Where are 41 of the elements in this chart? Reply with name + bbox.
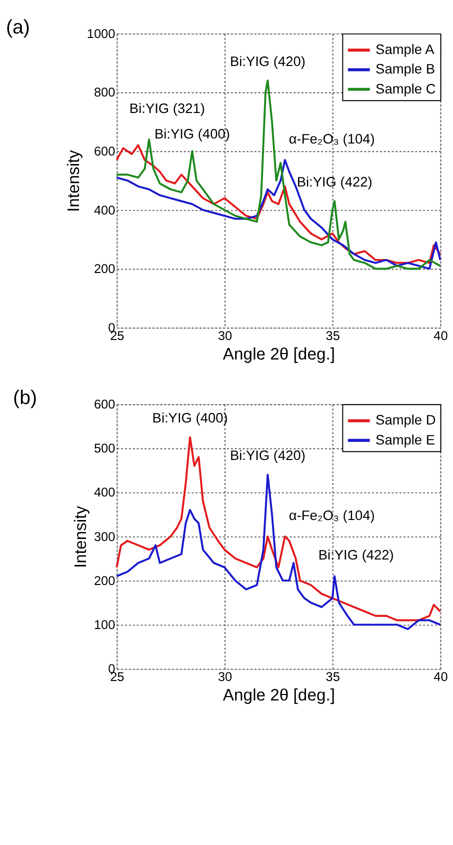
- y-tick-label: 800: [94, 84, 116, 100]
- annotation: Bi:YIG (400): [154, 126, 230, 142]
- x-tick-label: 35: [326, 669, 340, 684]
- chart-title: (b): [13, 387, 38, 410]
- annotation: Bi:YIG (420): [230, 54, 306, 69]
- x-tick-label: 40: [434, 328, 448, 343]
- annotation: Bi:YIG (422): [318, 547, 394, 562]
- y-tick-label: 1000: [86, 26, 116, 41]
- line-series: [116, 474, 442, 630]
- x-tick-label: 35: [326, 328, 340, 343]
- annotation: Bi:YIG (400): [152, 410, 228, 426]
- annotation: Bi:YIG (321): [129, 100, 205, 116]
- x-tick-label: 30: [218, 328, 232, 343]
- y-tick-label: 500: [94, 440, 116, 456]
- line-series: [116, 80, 442, 270]
- y-tick-label: 600: [94, 396, 116, 412]
- y-tick-label: 600: [94, 144, 116, 159]
- legend-label: Sample B: [376, 62, 436, 77]
- line-series: [116, 158, 442, 270]
- y-tick-label: 300: [94, 528, 116, 544]
- y-tick-label: 100: [94, 617, 116, 632]
- y-tick-label: 200: [94, 261, 116, 276]
- y-tick-label: 400: [94, 202, 116, 218]
- legend-label: Sample D: [376, 412, 436, 428]
- annotation: α-Fe₂O₃ (104): [288, 508, 375, 523]
- chart-title: (a): [6, 16, 30, 38]
- legend-label: Sample A: [376, 42, 436, 58]
- x-tick-label: 30: [218, 669, 232, 684]
- y-tick-label: 400: [94, 484, 116, 500]
- y-axis-title: Intensity: [64, 149, 84, 212]
- legend-label: Sample E: [376, 432, 436, 448]
- annotation: Bi:YIG (420): [230, 448, 306, 463]
- x-tick-label: 40: [434, 669, 448, 684]
- annotation: Bi:YIG (422): [296, 174, 372, 190]
- x-axis-title: Angle 2θ [deg.]: [222, 686, 335, 705]
- annotation: α-Fe₂O₃ (104): [288, 131, 375, 146]
- y-axis-title: Intensity: [71, 505, 90, 568]
- y-tick-label: 200: [94, 572, 116, 588]
- line-series: [116, 436, 442, 622]
- x-axis-title: Angle 2θ [deg.]: [222, 344, 335, 364]
- legend-label: Sample C: [376, 81, 436, 96]
